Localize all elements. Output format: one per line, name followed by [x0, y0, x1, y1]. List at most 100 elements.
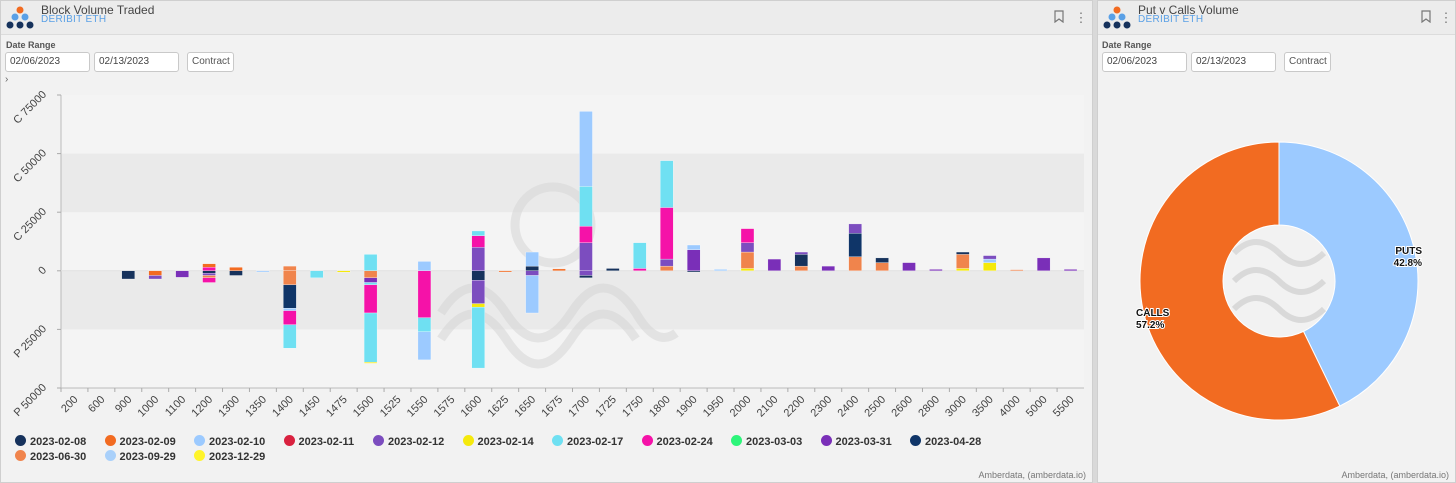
bar-segment-call-3500[interactable] [983, 262, 997, 271]
bar-segment-call-1400[interactable] [283, 265, 297, 271]
legend-item[interactable]: 2023-02-10 [194, 435, 265, 449]
bar-segment-call-2800[interactable] [929, 269, 943, 271]
bar-segment-put-1600[interactable] [471, 270, 485, 281]
date-to-input[interactable]: 02/13/2023 [1191, 52, 1276, 72]
bar-segment-put-1400[interactable] [283, 324, 297, 349]
bar-segment-call-1600[interactable] [471, 247, 485, 271]
bar-segment-call-1800[interactable] [660, 160, 674, 208]
legend-item[interactable]: 2023-02-12 [373, 435, 444, 449]
bar-segment-call-4000[interactable] [1010, 269, 1024, 271]
bar-segment-put-1500[interactable] [363, 277, 378, 283]
date-from-input[interactable]: 02/06/2023 [1102, 52, 1187, 72]
bar-segment-call-1725[interactable] [606, 268, 620, 271]
bar-segment-put-1200[interactable] [202, 275, 216, 278]
bar-segment-put-1550[interactable] [417, 331, 432, 361]
bar-segment-put-1200[interactable] [202, 270, 216, 274]
bar-segment-call-1550[interactable] [417, 261, 432, 271]
bar-segment-call-1700[interactable] [579, 186, 593, 227]
bar-segment-call-1750[interactable] [633, 242, 647, 269]
bar-segment-call-2500[interactable] [875, 262, 889, 271]
bar-segment-put-1625[interactable] [498, 270, 512, 273]
date-from-input[interactable]: 02/06/2023 [5, 52, 90, 72]
legend-item[interactable]: 2023-06-30 [15, 450, 86, 464]
bar-segment-call-2400[interactable] [848, 223, 862, 234]
legend-item[interactable]: 2023-02-24 [641, 435, 713, 449]
bar-segment-put-1400[interactable] [283, 308, 297, 311]
bar-segment-put-900[interactable] [121, 270, 135, 280]
bar-segment-put-1550[interactable] [417, 317, 432, 332]
bar-segment-call-1700[interactable] [579, 226, 593, 243]
bar-segment-call-1200[interactable] [202, 263, 216, 268]
kebab-menu-icon[interactable]: ⋮ [1439, 10, 1453, 25]
bar-segment-call-5000[interactable] [1036, 257, 1051, 271]
expand-chevron-icon[interactable]: › [5, 74, 9, 85]
bar-segment-put-1350[interactable] [256, 270, 270, 273]
bar-segment-call-3500[interactable] [983, 255, 997, 260]
bar-segment-call-1200[interactable] [202, 267, 216, 271]
bar-segment-call-2500[interactable] [875, 257, 889, 263]
bar-segment-call-2100[interactable] [767, 258, 782, 271]
donut-slice-puts[interactable] [1278, 141, 1419, 407]
legend-item[interactable]: 2023-12-29 [194, 450, 265, 464]
bar-segment-call-1300[interactable] [229, 267, 243, 271]
bar-segment-call-1800[interactable] [660, 258, 674, 267]
date-to-input[interactable]: 02/13/2023 [94, 52, 179, 72]
bar-segment-call-1950[interactable] [713, 269, 728, 271]
bar-segment-put-1600[interactable] [471, 306, 485, 369]
bar-segment-put-1475[interactable] [337, 270, 351, 273]
bar-segment-call-3000[interactable] [956, 268, 970, 271]
bar-segment-call-1900[interactable] [686, 249, 701, 271]
bar-segment-put-1550[interactable] [417, 270, 432, 318]
bar-segment-call-1700[interactable] [579, 111, 593, 187]
contract-button[interactable]: Contract [1284, 52, 1331, 72]
legend-item[interactable]: 2023-02-17 [552, 435, 623, 449]
bar-segment-call-1500[interactable] [363, 254, 378, 271]
bar-segment-put-1600[interactable] [471, 303, 485, 308]
bar-segment-call-1600[interactable] [471, 235, 485, 248]
bar-segment-put-1500[interactable] [363, 362, 378, 364]
legend-item[interactable]: 2023-02-14 [462, 435, 534, 449]
bar-segment-put-1400[interactable] [283, 284, 297, 309]
bar-segment-call-1900[interactable] [686, 244, 701, 250]
bar-segment-call-3000[interactable] [956, 251, 970, 255]
bar-segment-put-1500[interactable] [363, 284, 378, 314]
bar-segment-put-1200[interactable] [202, 277, 216, 283]
legend-item[interactable]: 2023-04-28 [910, 435, 981, 449]
bar-segment-put-1700[interactable] [579, 270, 593, 276]
bar-segment-call-1650[interactable] [525, 251, 539, 267]
bar-segment-call-2300[interactable] [821, 265, 835, 271]
bookmark-icon[interactable] [1052, 10, 1066, 26]
bar-segment-call-3000[interactable] [956, 254, 970, 269]
bar-segment-call-1800[interactable] [660, 265, 674, 271]
contract-button[interactable]: Contract [187, 52, 234, 72]
bar-segment-call-2400[interactable] [848, 256, 862, 271]
bar-segment-call-1700[interactable] [579, 242, 593, 271]
kebab-menu-icon[interactable]: ⋮ [1074, 10, 1088, 25]
legend-item[interactable]: 2023-03-03 [731, 435, 802, 449]
bar-segment-call-2200[interactable] [794, 254, 808, 267]
bookmark-icon[interactable] [1419, 10, 1433, 26]
bar-segment-put-1500[interactable] [363, 282, 378, 286]
legend-item[interactable]: 2023-03-31 [820, 435, 892, 449]
legend-item[interactable]: 2023-02-08 [15, 435, 86, 449]
legend-item[interactable]: 2023-02-09 [104, 435, 176, 449]
bar-segment-put-1000[interactable] [148, 270, 162, 276]
bar-segment-call-2000[interactable] [740, 268, 755, 271]
bar-segment-call-3500[interactable] [983, 258, 997, 263]
bar-segment-put-1900[interactable] [686, 270, 701, 273]
bar-segment-put-1200[interactable] [202, 272, 216, 276]
legend-item[interactable]: 2023-02-11 [283, 435, 354, 449]
bar-segment-put-1450[interactable] [310, 270, 324, 278]
bar-segment-call-5500[interactable] [1063, 269, 1078, 271]
donut-slice-calls[interactable] [1139, 141, 1341, 421]
bar-segment-call-1600[interactable] [471, 230, 485, 236]
bar-segment-put-1650[interactable] [525, 270, 539, 276]
bar-segment-put-1100[interactable] [175, 270, 189, 278]
bar-segment-put-1700[interactable] [579, 275, 593, 278]
bar-segment-call-2600[interactable] [902, 262, 916, 271]
bar-segment-call-1650[interactable] [525, 265, 539, 271]
bar-segment-call-1750[interactable] [633, 268, 647, 271]
bar-segment-put-1300[interactable] [229, 270, 243, 276]
bar-segment-put-1000[interactable] [148, 275, 162, 280]
bar-segment-call-2000[interactable] [740, 228, 755, 243]
